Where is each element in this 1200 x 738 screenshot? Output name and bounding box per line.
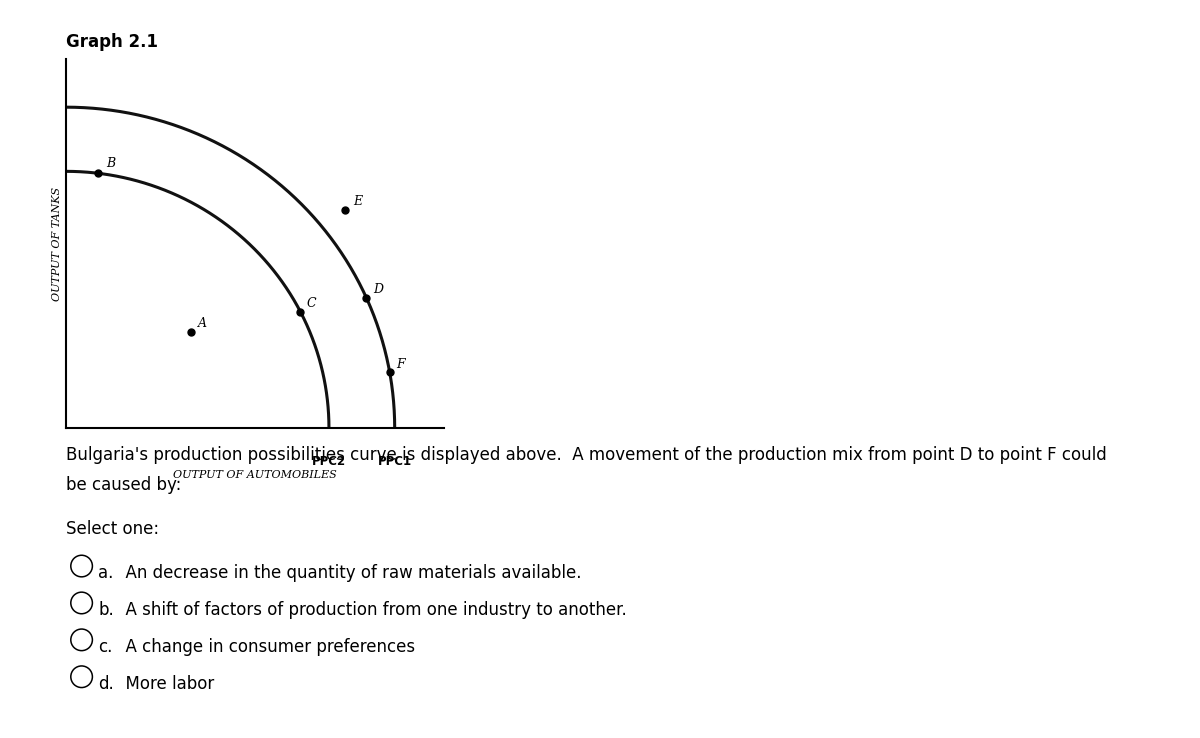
Text: An decrease in the quantity of raw materials available.: An decrease in the quantity of raw mater… xyxy=(115,565,582,582)
Text: B: B xyxy=(107,157,115,170)
Text: d.: d. xyxy=(98,675,114,693)
Y-axis label: OUTPUT OF TANKS: OUTPUT OF TANKS xyxy=(52,187,62,300)
Text: C: C xyxy=(307,297,317,310)
Text: be caused by:: be caused by: xyxy=(66,476,181,494)
Text: Graph 2.1: Graph 2.1 xyxy=(66,33,158,51)
Text: E: E xyxy=(354,196,362,208)
Text: Select one:: Select one: xyxy=(66,520,160,538)
Text: D: D xyxy=(373,283,383,296)
Text: b.: b. xyxy=(98,601,114,619)
Text: Bulgaria's production possibilities curve is displayed above.  A movement of the: Bulgaria's production possibilities curv… xyxy=(66,446,1106,464)
Text: More labor: More labor xyxy=(115,675,215,693)
Text: a.: a. xyxy=(98,565,114,582)
Text: A change in consumer preferences: A change in consumer preferences xyxy=(115,638,415,656)
Text: PPC1: PPC1 xyxy=(378,455,412,469)
Text: A: A xyxy=(198,317,206,330)
X-axis label: OUTPUT OF AUTOMOBILES: OUTPUT OF AUTOMOBILES xyxy=(173,469,337,480)
Text: A shift of factors of production from one industry to another.: A shift of factors of production from on… xyxy=(115,601,626,619)
Text: PPC2: PPC2 xyxy=(312,455,346,469)
Text: F: F xyxy=(396,358,404,370)
Text: c.: c. xyxy=(98,638,113,656)
